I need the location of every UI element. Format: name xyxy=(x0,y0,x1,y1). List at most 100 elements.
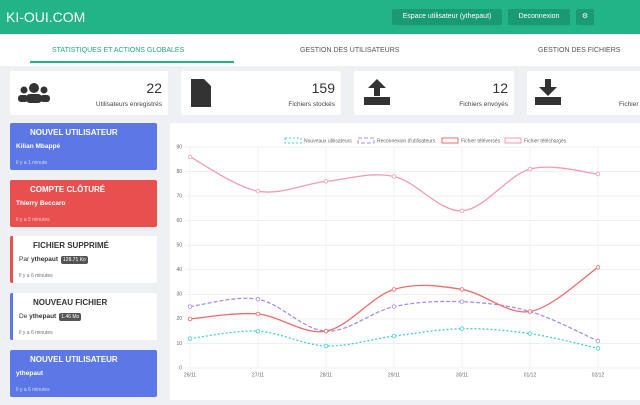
point xyxy=(595,265,601,270)
point xyxy=(459,299,465,304)
feed-body: De ythepaut 1.46 Mo xyxy=(19,313,82,321)
feed-item: FICHIER SUPPRIMÉ Par ythepaut 128.71 Ko I… xyxy=(10,236,157,283)
point xyxy=(595,171,601,177)
feed-item: NOUVEL UTILISATEUR Kilian Mbappé Il y a 1 … xyxy=(10,123,157,170)
icon xyxy=(191,79,211,107)
legend-swatch xyxy=(441,137,459,144)
icon xyxy=(535,79,561,105)
tab-underline xyxy=(30,61,234,63)
stat-label: Fichiers stockés xyxy=(288,101,335,108)
y-tick-label: 90 xyxy=(176,144,182,150)
legend-label: Reconnexion d'utilisateurs xyxy=(377,138,436,144)
feed-prefix: Par xyxy=(19,256,30,263)
feed-body: Thierry Beccaro xyxy=(16,200,66,207)
x-tick-label: 30/11 xyxy=(456,372,468,378)
icon xyxy=(18,83,50,103)
x-tick-label: 27/11 xyxy=(252,372,264,378)
feed-time: Il y a 1 minute xyxy=(16,160,48,166)
point xyxy=(527,331,533,336)
point xyxy=(187,304,193,309)
legend-swatch xyxy=(357,137,375,144)
stat-label: Fichier xyxy=(619,101,639,108)
icon xyxy=(364,79,390,105)
y-tick-label: 60 xyxy=(176,218,182,224)
feed-badge: 1.46 Mo xyxy=(59,313,82,321)
feed-time: Il y a 6 minutes xyxy=(16,387,50,393)
legend-label: Nouveaux utilisateurs xyxy=(304,138,352,144)
feed-item: COMPTE CLÔTURÉ Thierry Beccaro Il y a 5 mi… xyxy=(10,180,157,227)
point xyxy=(391,304,397,309)
point xyxy=(391,287,397,292)
stat-value: 22 xyxy=(146,80,162,96)
feed-title: NOUVEAU FICHIER xyxy=(33,298,108,307)
feed-user: ythepaut xyxy=(30,256,59,263)
point xyxy=(255,297,261,302)
point xyxy=(459,208,465,214)
stat-label: Utilisateurs enregistrés xyxy=(95,101,162,108)
stat-card: 12 Fichiers envoyés xyxy=(354,71,514,115)
feed-body: Kilian Mbappé xyxy=(16,143,61,150)
point xyxy=(391,174,397,179)
legend-label: Fichier téléversés xyxy=(461,138,501,144)
y-tick-label: 0 xyxy=(179,365,182,371)
feed-title: COMPTE CLÔTURÉ xyxy=(30,185,106,194)
x-tick-label: 02/12 xyxy=(592,372,605,378)
tabs: STATISTIQUES ET ACTIONS GLOBALES GESTION… xyxy=(0,34,640,66)
settings-button[interactable]: ⚙ xyxy=(576,9,594,25)
point xyxy=(255,328,261,334)
x-tick-label: 28/11 xyxy=(320,372,332,378)
chart: 0 10 20 30 40 50 60 70 80 90 26/11 27/11 28/11 29/11 3… xyxy=(176,137,640,378)
point xyxy=(323,179,329,184)
stat-card: 22 Utilisateurs enregistrés xyxy=(10,71,168,115)
tab[interactable]: GESTION DES UTILISATEURS xyxy=(300,47,400,54)
x-tick-label: 29/11 xyxy=(388,372,400,378)
header: KI-OUI.COM Espace utilisateur (ythepaut)… xyxy=(0,0,640,34)
point xyxy=(255,311,261,317)
feed-item: NOUVEAU FICHIER De ythepaut 1.46 Mo Il y … xyxy=(10,293,157,340)
y-tick-label: 40 xyxy=(176,267,182,273)
feed-prefix: De xyxy=(19,313,28,320)
feed-title: NOUVEL UTILISATEUR xyxy=(30,128,118,137)
point xyxy=(391,333,397,339)
stat-value: 159 xyxy=(311,80,335,96)
point xyxy=(187,336,193,341)
logout-button[interactable]: Deconnexion xyxy=(508,9,570,25)
feed-title: NOUVEL UTILISATEUR xyxy=(30,355,118,364)
feed-title: FICHIER SUPPRIMÉ xyxy=(33,241,110,250)
feed-item: NOUVEL UTILISATEUR ythepaut Il y a 6 minut… xyxy=(10,350,157,397)
feed-badge: 128.71 Ko xyxy=(61,256,88,264)
point xyxy=(527,309,533,314)
x-tick-label: 26/11 xyxy=(184,372,196,378)
legend-swatch xyxy=(284,137,302,144)
feed-time: Il y a 6 minutes xyxy=(19,330,53,336)
stat-value: 12 xyxy=(492,80,508,96)
point xyxy=(323,328,329,334)
feed-time: Il y a 6 minutes xyxy=(19,273,53,279)
tab-active[interactable]: STATISTIQUES ET ACTIONS GLOBALES xyxy=(52,47,185,54)
y-tick-label: 30 xyxy=(176,292,182,298)
feed-body: Par ythepaut 128.71 Ko xyxy=(19,256,88,264)
point xyxy=(323,343,329,349)
stat-label: Fichiers envoyés xyxy=(459,101,508,108)
legend-swatch xyxy=(504,137,522,144)
point xyxy=(459,326,465,331)
y-tick-label: 20 xyxy=(176,316,182,322)
point xyxy=(595,346,601,351)
stat-card: 159 Fichiers stockés xyxy=(181,71,341,115)
chart-panel: 0 10 20 30 40 50 60 70 80 90 26/11 27/11 28/11 29/11 3… xyxy=(170,123,640,400)
point xyxy=(187,154,193,160)
site-title[interactable]: KI-OUI.COM xyxy=(6,9,86,25)
y-tick-label: 50 xyxy=(176,243,182,249)
y-tick-label: 70 xyxy=(176,193,182,199)
point xyxy=(459,287,465,292)
point xyxy=(527,166,533,172)
feed-time: Il y a 5 minutes xyxy=(16,217,50,223)
point xyxy=(255,188,261,194)
user-space-button[interactable]: Espace utilisateur (ythepaut) xyxy=(392,9,502,25)
feed-user: ythepaut xyxy=(29,313,57,320)
tab[interactable]: GESTION DES FICHIERS xyxy=(538,47,621,54)
y-tick-label: 10 xyxy=(176,341,182,347)
point xyxy=(595,338,601,344)
legend-label: Fichier téléchargés xyxy=(524,138,567,144)
point xyxy=(187,316,193,322)
